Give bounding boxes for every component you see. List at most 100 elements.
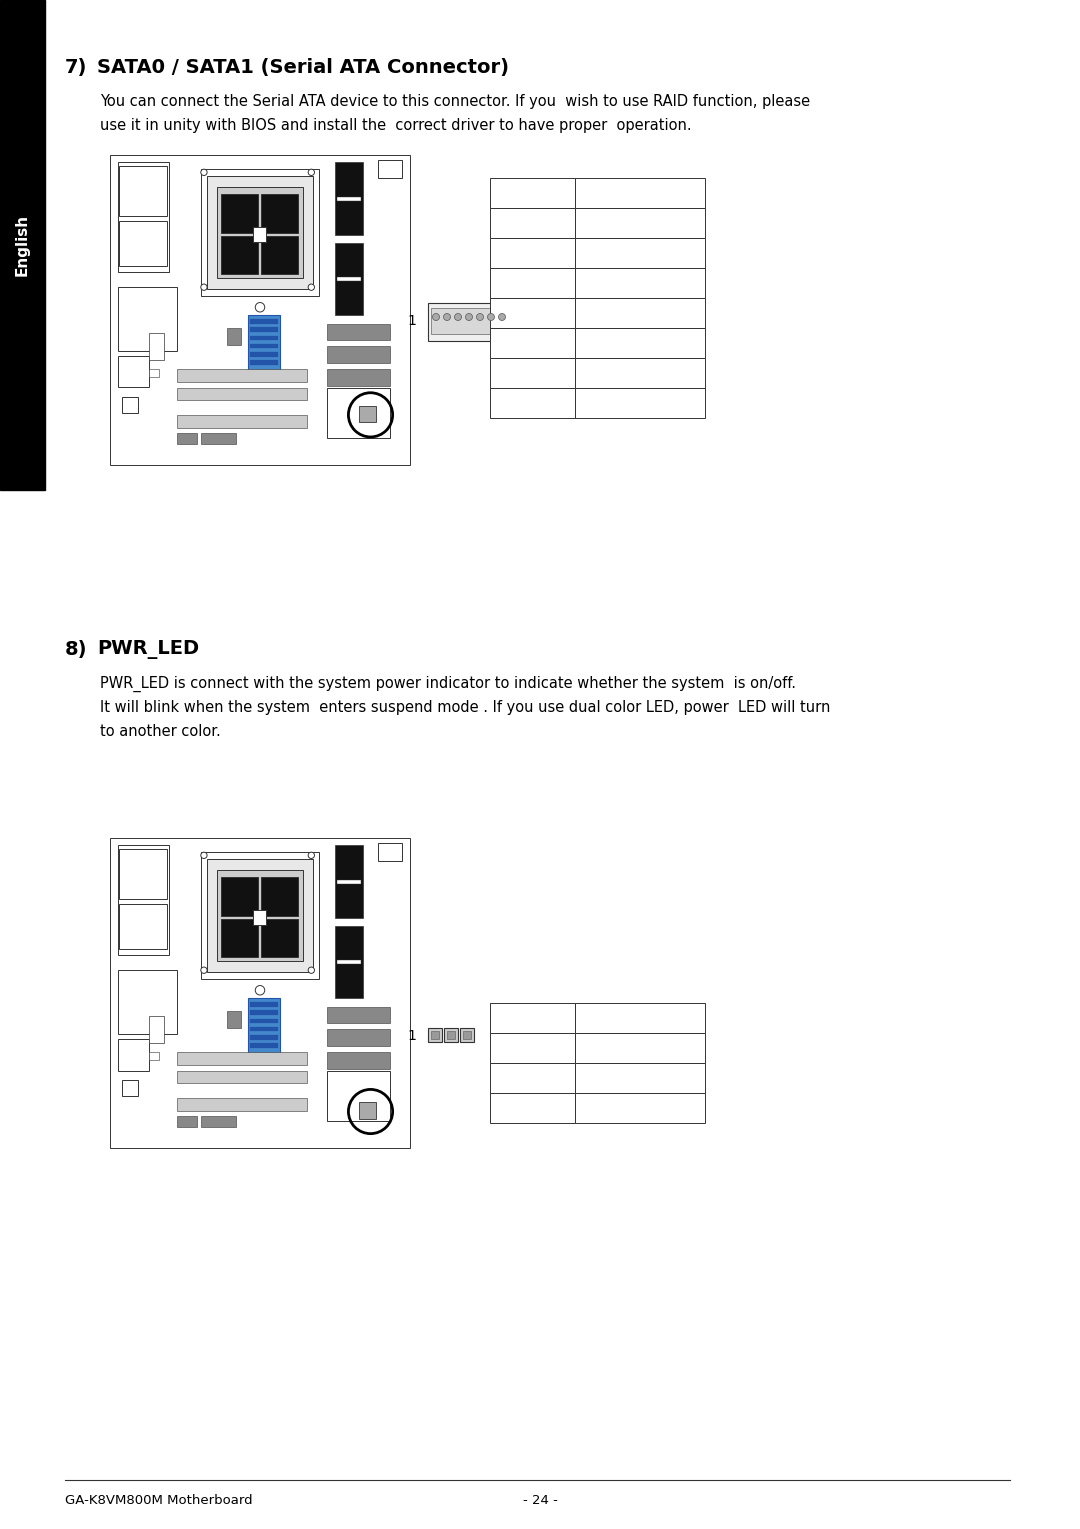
Text: 4: 4 xyxy=(528,306,537,320)
Bar xyxy=(149,370,159,376)
Bar xyxy=(120,167,166,216)
Bar xyxy=(177,1098,308,1110)
Bar xyxy=(118,356,149,387)
Text: SATA0 / SATA1 (Serial ATA Connector): SATA0 / SATA1 (Serial ATA Connector) xyxy=(97,58,509,76)
Text: Definition: Definition xyxy=(608,1012,673,1024)
Circle shape xyxy=(308,966,314,974)
Bar xyxy=(575,239,705,268)
Circle shape xyxy=(201,852,207,858)
Text: Pin No.: Pin No. xyxy=(510,187,555,199)
Bar xyxy=(177,1052,308,1066)
Bar xyxy=(575,177,705,208)
Text: 1: 1 xyxy=(528,217,537,229)
Text: 8): 8) xyxy=(65,641,87,659)
Bar xyxy=(248,997,280,1057)
Bar xyxy=(490,358,575,388)
Bar xyxy=(248,315,280,373)
Bar xyxy=(575,268,705,298)
Bar xyxy=(327,1070,390,1121)
Text: 1: 1 xyxy=(407,1029,416,1043)
Bar xyxy=(260,919,298,957)
Text: 1: 1 xyxy=(528,1041,537,1055)
Bar xyxy=(207,859,313,972)
Bar xyxy=(177,433,197,443)
Bar xyxy=(220,194,258,232)
Bar xyxy=(110,838,410,1148)
Bar xyxy=(337,197,361,200)
Bar xyxy=(249,320,279,324)
Bar xyxy=(575,1093,705,1122)
Bar xyxy=(120,220,166,266)
Bar xyxy=(249,1035,279,1040)
Bar xyxy=(249,361,279,365)
Bar xyxy=(249,1027,279,1031)
Circle shape xyxy=(255,986,265,995)
Text: GND: GND xyxy=(625,217,656,229)
Bar xyxy=(575,298,705,329)
Bar xyxy=(260,194,298,232)
Text: MPD+: MPD+ xyxy=(620,1041,660,1055)
Bar xyxy=(0,0,45,489)
Bar xyxy=(220,919,258,957)
Circle shape xyxy=(455,313,461,321)
Bar xyxy=(359,405,376,422)
Bar xyxy=(327,324,390,339)
Bar xyxy=(118,1038,149,1070)
Bar xyxy=(249,352,279,356)
Text: 1: 1 xyxy=(407,313,416,329)
Bar xyxy=(447,1031,455,1040)
Bar xyxy=(327,370,390,385)
Bar xyxy=(327,1052,390,1069)
Bar xyxy=(249,1001,279,1006)
Bar xyxy=(575,1063,705,1093)
Bar xyxy=(431,1031,438,1040)
Bar xyxy=(490,388,575,417)
Bar xyxy=(490,1034,575,1063)
Circle shape xyxy=(255,303,265,312)
Bar xyxy=(428,1027,442,1041)
Text: use it in unity with BIOS and install the  correct driver to have proper  operat: use it in unity with BIOS and install th… xyxy=(100,118,691,133)
Bar xyxy=(327,347,390,362)
Text: MPD-: MPD- xyxy=(623,1072,657,1084)
Circle shape xyxy=(444,313,450,321)
Circle shape xyxy=(201,966,207,974)
Text: 7: 7 xyxy=(531,313,540,329)
Bar xyxy=(249,1043,279,1047)
Text: PWR_LED is connect with the system power indicator to indicate whether the syste: PWR_LED is connect with the system power… xyxy=(100,676,796,693)
Bar xyxy=(575,358,705,388)
Text: 2: 2 xyxy=(528,1072,537,1084)
Text: 5: 5 xyxy=(528,336,537,350)
Bar xyxy=(431,307,519,333)
Circle shape xyxy=(487,313,495,321)
Bar xyxy=(249,1018,279,1023)
Bar xyxy=(177,1116,197,1127)
Bar xyxy=(463,1031,471,1040)
Text: RXN: RXN xyxy=(626,336,654,350)
Text: GND: GND xyxy=(625,306,656,320)
Circle shape xyxy=(432,313,440,321)
Bar xyxy=(177,387,308,401)
Bar xyxy=(428,303,523,341)
Text: - 24 -: - 24 - xyxy=(523,1494,557,1506)
Bar xyxy=(575,329,705,358)
Text: PWR_LED: PWR_LED xyxy=(97,641,199,659)
Bar xyxy=(122,1079,137,1096)
Bar xyxy=(201,852,320,979)
Bar xyxy=(207,176,313,289)
Bar xyxy=(378,159,402,177)
Text: 7): 7) xyxy=(65,58,87,76)
Text: GA-K8VM800M Motherboard: GA-K8VM800M Motherboard xyxy=(65,1494,253,1506)
Bar xyxy=(149,1052,159,1060)
Text: 7: 7 xyxy=(528,396,537,410)
Bar xyxy=(120,849,166,899)
Bar xyxy=(227,1011,241,1027)
Bar xyxy=(335,925,363,998)
Bar xyxy=(249,327,279,332)
Bar xyxy=(260,878,298,916)
Circle shape xyxy=(308,284,314,291)
Bar xyxy=(249,344,279,349)
Bar xyxy=(118,971,177,1034)
Text: Pin No.: Pin No. xyxy=(510,1012,555,1024)
Bar xyxy=(253,226,266,242)
Circle shape xyxy=(465,313,473,321)
